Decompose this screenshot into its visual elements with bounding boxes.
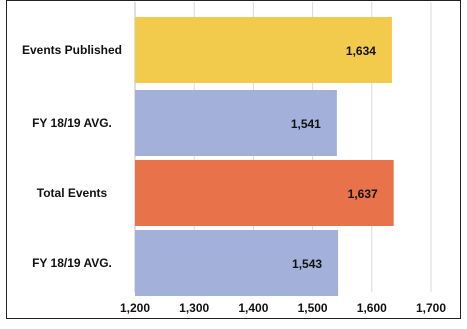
data-label: 1,637	[348, 187, 378, 201]
chart-border	[6, 0, 461, 319]
category-label: Events Published	[22, 43, 122, 57]
bar	[135, 230, 339, 296]
x-tick-label: 1,600	[357, 301, 387, 315]
x-tick-label: 1,300	[179, 301, 209, 315]
data-label: 1,543	[292, 257, 322, 271]
bar	[135, 160, 394, 226]
bar	[135, 90, 337, 156]
x-tick-label: 1,700	[416, 301, 446, 315]
category-label: FY 18/19 AVG.	[32, 116, 112, 130]
x-tick-label: 1,400	[238, 301, 268, 315]
category-label: FY 18/19 AVG.	[32, 256, 112, 270]
x-axis-ticks: 1,200 1,300 1,400 1,500 1,600 1,700	[120, 301, 446, 315]
category-labels: Events Published FY 18/19 AVG. Total Event…	[22, 43, 122, 270]
bars	[135, 17, 394, 296]
category-label: Total Events	[37, 186, 108, 200]
bar	[135, 17, 392, 83]
data-label: 1,634	[346, 44, 376, 58]
value-labels: 1,634 1,541 1,637 1,543	[291, 44, 378, 271]
x-tick-label: 1,200	[120, 301, 150, 315]
x-tick-label: 1,500	[298, 301, 328, 315]
data-label: 1,541	[291, 117, 321, 131]
